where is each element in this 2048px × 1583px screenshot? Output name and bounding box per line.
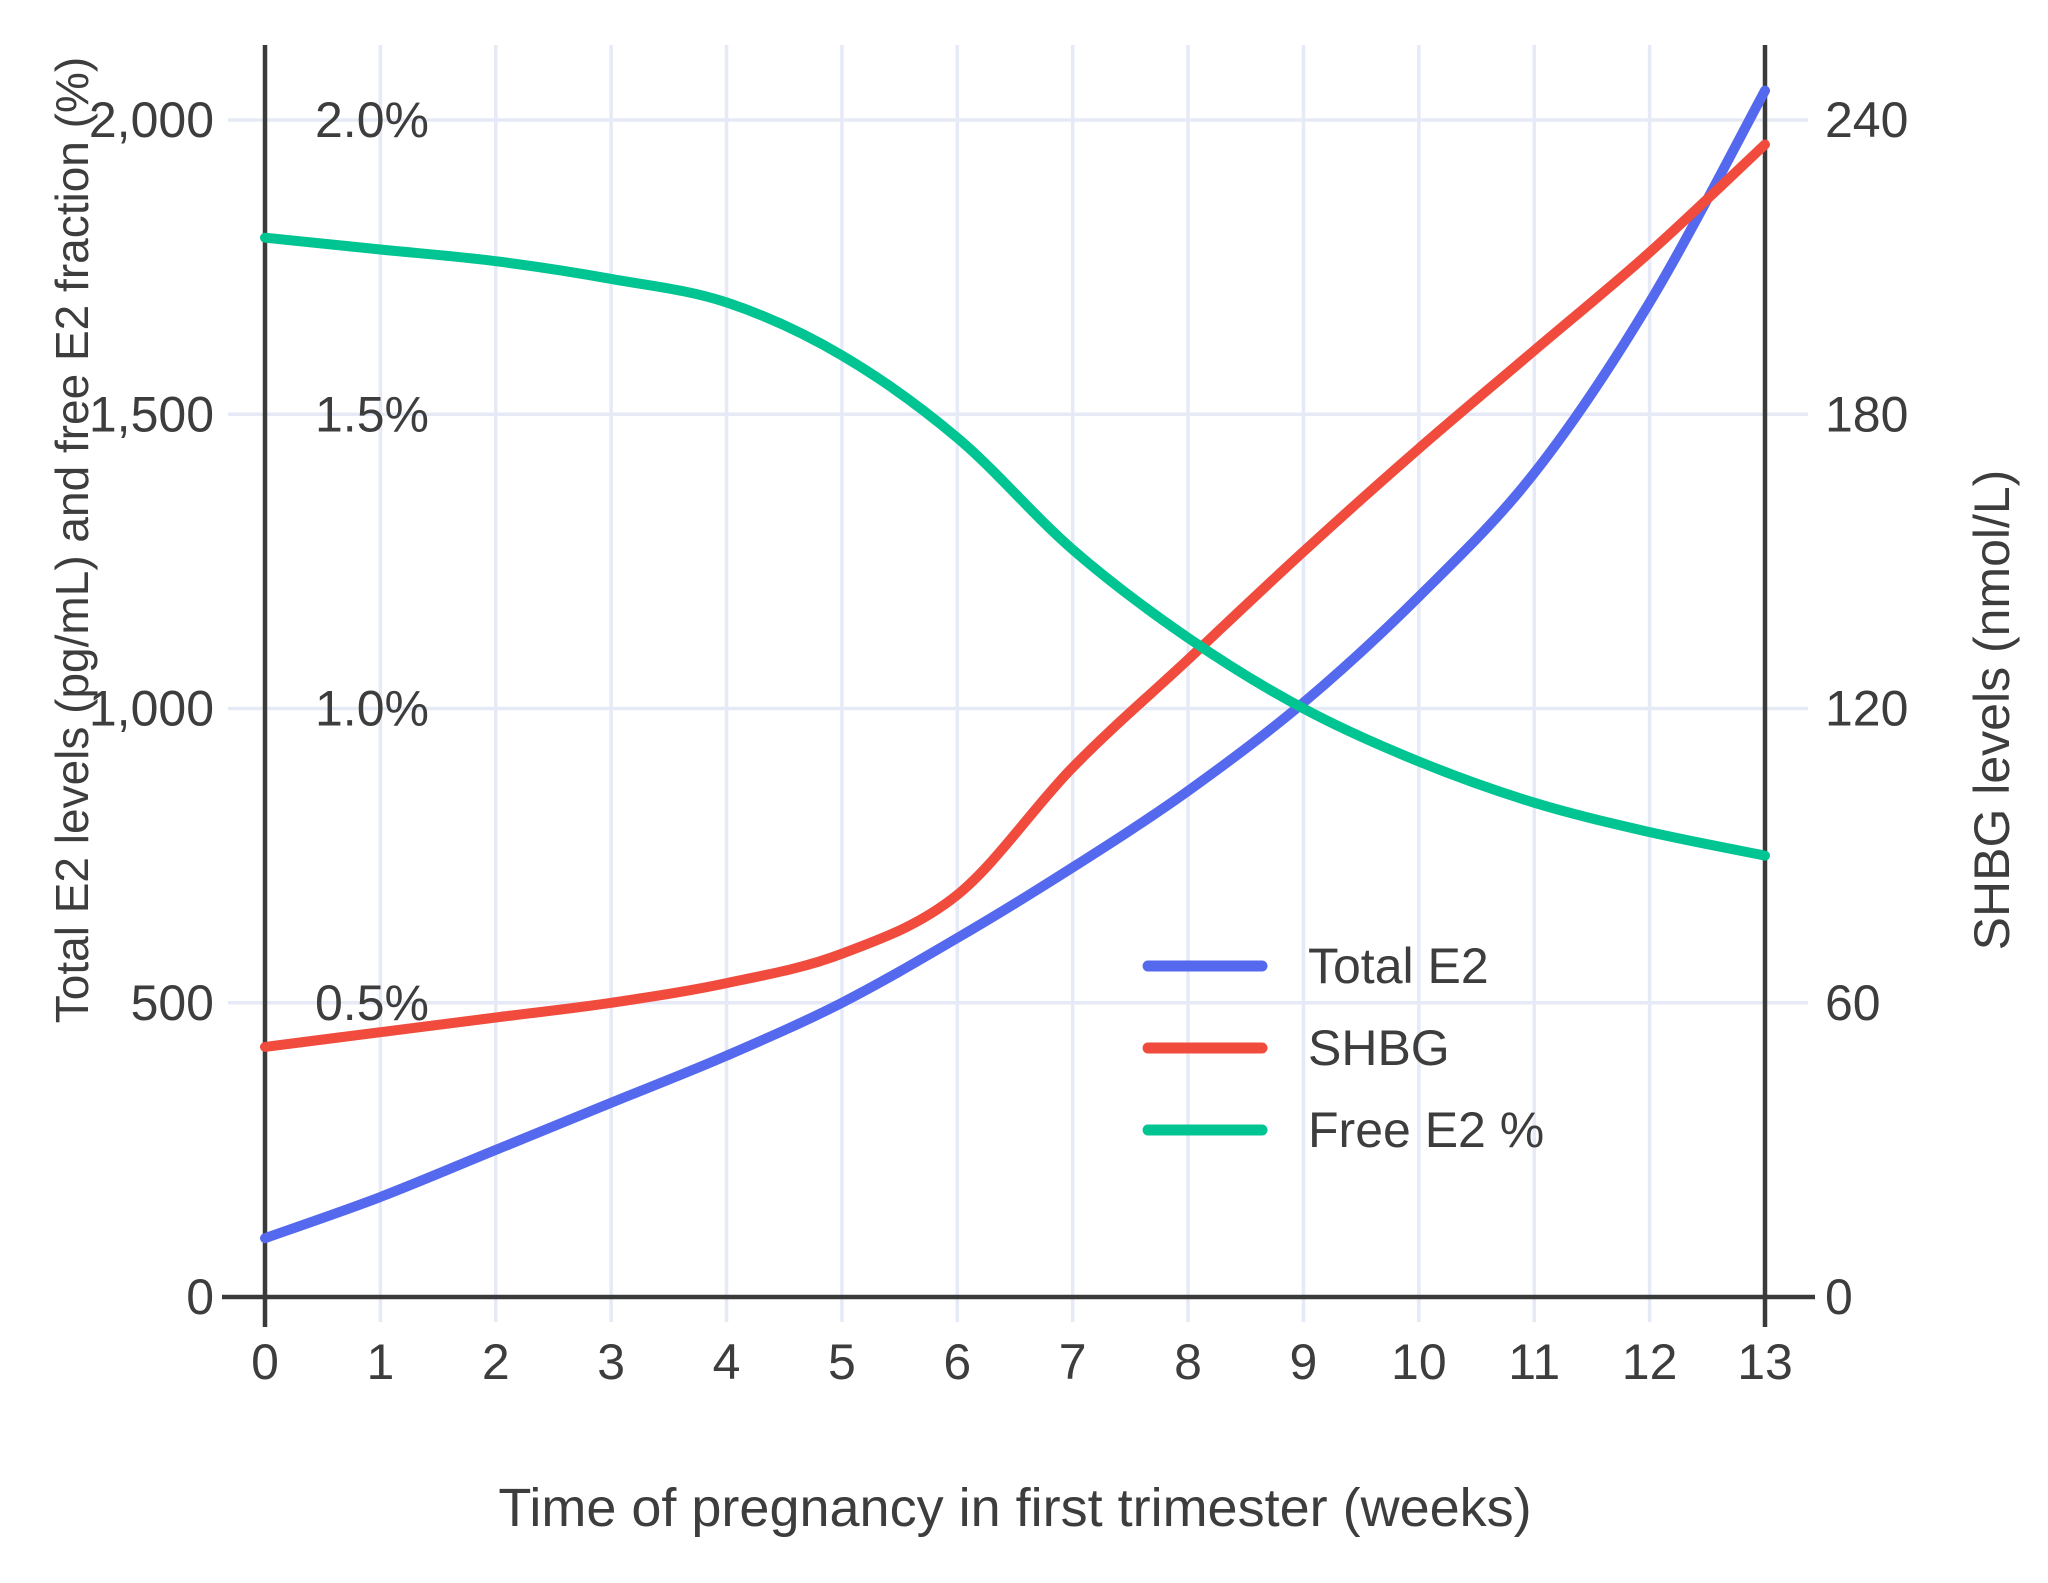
x-tick-11: 11 — [1508, 1334, 1560, 1390]
x-tick-10: 10 — [1391, 1334, 1447, 1390]
shbg-line — [260, 139, 1770, 1052]
x-tick-0: 0 — [251, 1334, 279, 1390]
x-axis-title: Time of pregnancy in first trimester (we… — [498, 1478, 1531, 1538]
y-axis-title-right: SHBG levels (nmol/L) — [1964, 470, 2020, 951]
pct-label-1.0%: 1.0% — [315, 681, 429, 737]
y-tick-left-2,000: 2,000 — [89, 92, 214, 148]
y-tick-left-1,000: 1,000 — [89, 681, 214, 737]
y-tick-left-1,500: 1,500 — [89, 386, 214, 442]
legend-item-total-e2: Total E2 — [1142, 938, 1489, 994]
x-tick-9: 9 — [1290, 1334, 1318, 1390]
x-tick-6: 6 — [943, 1334, 971, 1390]
data-series — [260, 85, 1770, 1244]
x-tick-4: 4 — [713, 1334, 741, 1390]
legend-label-shbg: SHBG — [1308, 1020, 1450, 1076]
y-tick-right-60: 60 — [1825, 975, 1881, 1031]
gridlines — [228, 45, 1808, 1322]
x-tick-2: 2 — [482, 1334, 510, 1390]
legend: Total E2 SHBG Free E2 % — [1142, 938, 1544, 1158]
pct-label-1.5%: 1.5% — [315, 386, 429, 442]
legend-label-total-e2: Total E2 — [1308, 938, 1489, 994]
x-tick-13: 13 — [1737, 1334, 1793, 1390]
free-e2-line — [260, 232, 1770, 861]
y-tick-left-0: 0 — [186, 1269, 214, 1325]
legend-item-free-e2: Free E2 % — [1142, 1102, 1544, 1158]
legend-label-free-e2: Free E2 % — [1308, 1102, 1544, 1158]
y-tick-right-0: 0 — [1825, 1269, 1853, 1325]
y-tick-left-500: 500 — [131, 975, 214, 1031]
y-tick-right-120: 120 — [1825, 681, 1908, 737]
axis-lines — [222, 45, 1815, 1327]
x-tick-7: 7 — [1059, 1334, 1087, 1390]
x-tick-1: 1 — [366, 1334, 394, 1390]
tick-labels: 05001,0001,5002,0000.5%1.0%1.5%2.0%06012… — [89, 92, 1909, 1390]
y-tick-right-240: 240 — [1825, 92, 1908, 148]
y-tick-right-180: 180 — [1825, 386, 1908, 442]
pct-label-2.0%: 2.0% — [315, 92, 429, 148]
total-e2-line — [260, 85, 1770, 1244]
x-tick-12: 12 — [1622, 1334, 1678, 1390]
legend-item-shbg: SHBG — [1142, 1020, 1450, 1076]
pct-label-0.5%: 0.5% — [315, 975, 429, 1031]
x-tick-3: 3 — [597, 1334, 625, 1390]
x-tick-5: 5 — [828, 1334, 856, 1390]
x-tick-8: 8 — [1174, 1334, 1202, 1390]
y-axis-title-left: Total E2 levels (pg/mL) and free E2 frac… — [46, 57, 98, 1023]
